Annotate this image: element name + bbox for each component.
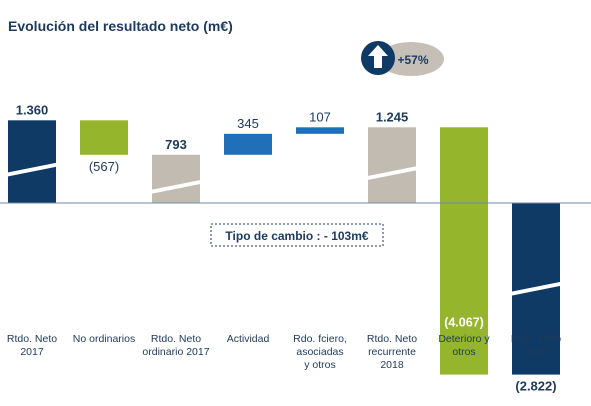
axis-break-3 <box>151 179 201 194</box>
axis-break-1 <box>7 162 57 177</box>
bars-layer <box>7 120 561 375</box>
value-label-7: (4.067) <box>444 316 484 330</box>
value-label-2: (567) <box>89 159 119 174</box>
growth-badge-bg <box>378 42 444 76</box>
fx-note-text: Tipo de cambio : - 103m€ <box>225 229 368 243</box>
arrow-up-icon <box>368 45 388 68</box>
category-label-8: Rtdo. Neto 2018 <box>511 333 561 358</box>
growth-badge-text: +57% <box>397 53 428 67</box>
value-label-8: (2.822) <box>515 379 556 394</box>
bar-6 <box>368 127 416 203</box>
value-label-4: 345 <box>237 116 259 131</box>
bar-3 <box>152 154 200 203</box>
category-label-3: Rtdo. Neto ordinario 2017 <box>142 333 209 358</box>
category-label-5: Rdo. fciero, asociadas y otros <box>293 333 347 371</box>
bar-7 <box>440 127 488 375</box>
category-label-1: Rtdo. Neto 2017 <box>7 333 57 358</box>
bar-5 <box>296 127 344 134</box>
category-label-4: Actividad <box>227 333 270 345</box>
bar-2 <box>80 120 128 155</box>
labels-layer: 1.360 Rtdo. Neto 2017 (567) No ordinarios 793… <box>7 102 561 393</box>
axis-break-8 <box>511 281 561 296</box>
value-label-5: 107 <box>309 109 331 124</box>
fx-note-box <box>210 223 384 247</box>
category-label-7: Deterioro y otros <box>438 333 490 358</box>
chart-title: Evolución del resultado neto (m€) <box>8 18 233 34</box>
value-label-3: 793 <box>165 137 187 152</box>
bar-4 <box>224 133 272 155</box>
value-label-6: 1.245 <box>376 109 409 124</box>
axis-break-6 <box>367 166 417 181</box>
category-label-2: No ordinarios <box>73 333 135 345</box>
value-label-1: 1.360 <box>16 102 49 117</box>
category-label-6: Rtdo. Neto recurrente 2018 <box>367 333 417 371</box>
bar-1 <box>8 120 56 203</box>
growth-badge: +57% <box>361 41 444 76</box>
fx-note: Tipo de cambio : - 103m€ <box>210 223 384 247</box>
